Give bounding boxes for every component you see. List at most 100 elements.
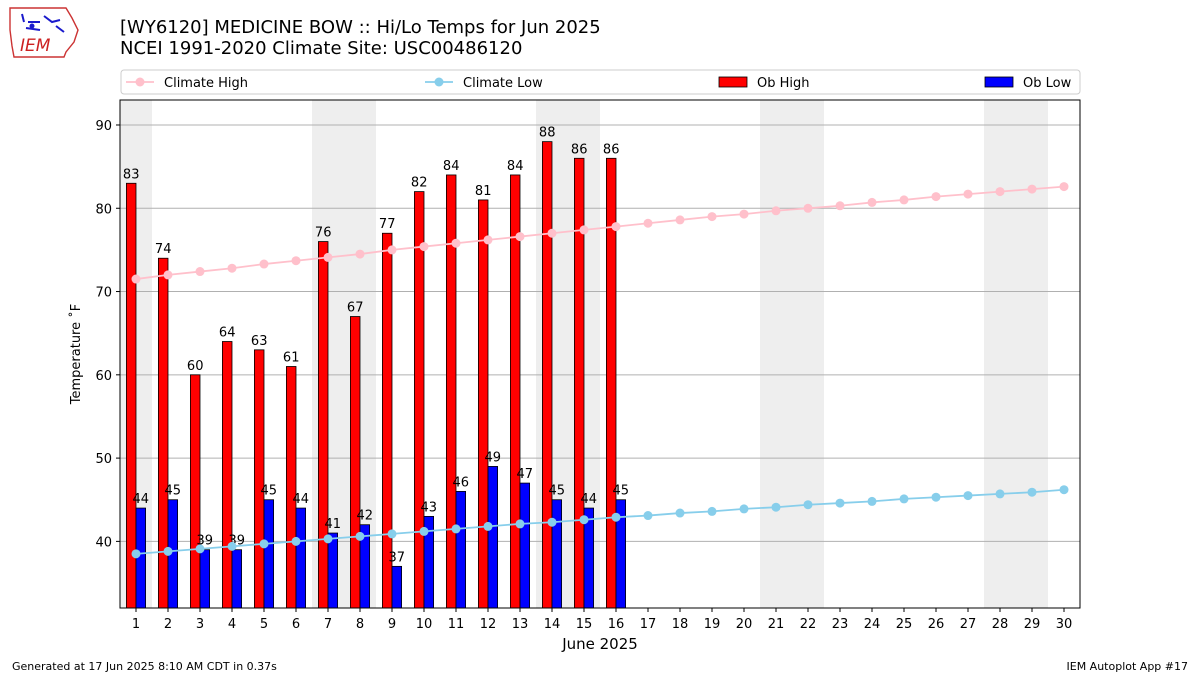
legend-box — [120, 69, 1081, 95]
ob-high-bar — [189, 374, 201, 609]
ob-low-bar — [231, 549, 243, 609]
climate-low-point — [675, 508, 685, 518]
generated-timestamp: Generated at 17 Jun 2025 8:10 AM CDT in … — [12, 660, 277, 673]
climate-low-point — [771, 502, 781, 512]
climate-low-point — [227, 541, 237, 551]
x-tick-label: 6 — [292, 617, 300, 632]
x-tick-label: 1 — [132, 617, 140, 632]
climate-high-point — [547, 228, 557, 238]
app-credit: IEM Autoplot App #17 — [1066, 660, 1189, 673]
x-tick-label: 29 — [1024, 617, 1041, 632]
ob-low-value-label: 45 — [613, 484, 630, 499]
ob-low-bar — [263, 499, 275, 609]
climate-high-point — [611, 222, 621, 232]
logo-state-outline — [9, 7, 79, 58]
ob-low-value-label: 42 — [357, 509, 374, 524]
ob-high-bar — [253, 349, 265, 609]
x-tick-label: 16 — [608, 617, 625, 632]
climate-low-point — [899, 494, 909, 504]
climate-high-point — [419, 242, 429, 252]
climate-high-point — [675, 215, 685, 225]
climate-low-point — [707, 506, 717, 516]
climate-low-point — [195, 544, 205, 554]
legend-label: Ob Low — [1023, 76, 1072, 91]
ob-high-bar — [126, 182, 137, 609]
ob-high-value-label: 83 — [123, 167, 140, 182]
y-tick-label: 70 — [95, 286, 112, 301]
ob-high-value-label: 60 — [187, 359, 204, 374]
x-tick-label: 5 — [260, 617, 268, 632]
x-tick-label: 15 — [576, 617, 593, 632]
climate-low-point — [515, 519, 525, 529]
x-tick-label: 11 — [448, 617, 465, 632]
x-tick-label: 4 — [228, 617, 236, 632]
climate-low-point — [835, 498, 845, 508]
x-tick-label: 24 — [864, 617, 881, 632]
ob-low-bar — [519, 482, 531, 609]
ob-high-bar — [477, 199, 489, 609]
climate-high-point — [771, 206, 781, 216]
climate-high-point — [963, 189, 973, 199]
climate-low-point — [579, 515, 589, 525]
climate-low-point — [483, 521, 493, 531]
climate-low-point — [1059, 485, 1069, 495]
legend-label: Ob High — [757, 76, 810, 91]
x-tick-label: 9 — [388, 617, 396, 632]
ob-low-bar — [295, 507, 307, 609]
ob-high-value-label: 84 — [507, 159, 524, 174]
x-tick-label: 3 — [196, 617, 204, 632]
climate-low-line — [135, 488, 1065, 555]
ob-low-value-label: 46 — [453, 475, 470, 490]
climate-high-point — [387, 245, 397, 255]
climate-high-point — [355, 249, 365, 259]
x-tick-label: 20 — [736, 617, 753, 632]
ob-high-value-label: 67 — [347, 301, 364, 316]
x-tick-label: 17 — [640, 617, 657, 632]
y-tick-label: 50 — [95, 452, 112, 467]
logo-station-dot — [29, 23, 35, 29]
x-tick-label: 23 — [832, 617, 849, 632]
ob-high-value-label: 77 — [379, 217, 396, 232]
climate-high-point — [579, 225, 589, 235]
ob-low-value-label: 41 — [325, 517, 342, 532]
x-tick-label: 27 — [960, 617, 977, 632]
climate-low-point — [323, 534, 333, 544]
x-tick-label: 30 — [1056, 617, 1073, 632]
ob-low-bar — [327, 532, 339, 609]
climate-low-point — [963, 491, 973, 501]
ob-low-value-label: 43 — [421, 500, 438, 515]
climate-high-point — [131, 274, 141, 284]
plot-frame — [119, 99, 1081, 609]
legend-bar-swatch — [718, 76, 748, 88]
climate-low-point — [643, 511, 653, 521]
climate-high-point — [1027, 184, 1037, 194]
climate-high-point — [739, 209, 749, 219]
climate-high-point — [163, 270, 173, 280]
climate-high-point — [227, 263, 237, 273]
climate-high-point — [867, 197, 877, 207]
ob-low-value-label: 44 — [293, 492, 310, 507]
ob-low-value-label: 49 — [485, 450, 502, 465]
climate-high-point — [835, 201, 845, 211]
ob-high-bar — [285, 366, 297, 609]
x-tick-label: 26 — [928, 617, 945, 632]
x-tick-label: 14 — [544, 617, 561, 632]
climate-high-point — [803, 203, 813, 213]
y-tick-label: 60 — [95, 369, 112, 384]
x-tick-label: 12 — [480, 617, 497, 632]
x-tick-label: 2 — [164, 617, 172, 632]
ob-high-value-label: 82 — [411, 176, 428, 191]
ob-low-value-label: 45 — [261, 484, 278, 499]
x-tick-label: 25 — [896, 617, 913, 632]
climate-low-point — [739, 504, 749, 514]
ob-high-value-label: 81 — [475, 184, 492, 199]
logo-text: IEM — [20, 36, 51, 56]
y-axis-label: Temperature ˚F — [68, 304, 84, 405]
ob-low-value-label: 44 — [581, 492, 598, 507]
ob-high-bar — [317, 241, 329, 609]
iem-logo: IEM — [9, 7, 79, 58]
ob-low-bar — [551, 499, 563, 609]
chart-title-block: [WY6120] MEDICINE BOW :: Hi/Lo Temps for… — [120, 17, 601, 59]
ob-high-bar — [413, 191, 425, 609]
x-tick-label: 10 — [416, 617, 433, 632]
